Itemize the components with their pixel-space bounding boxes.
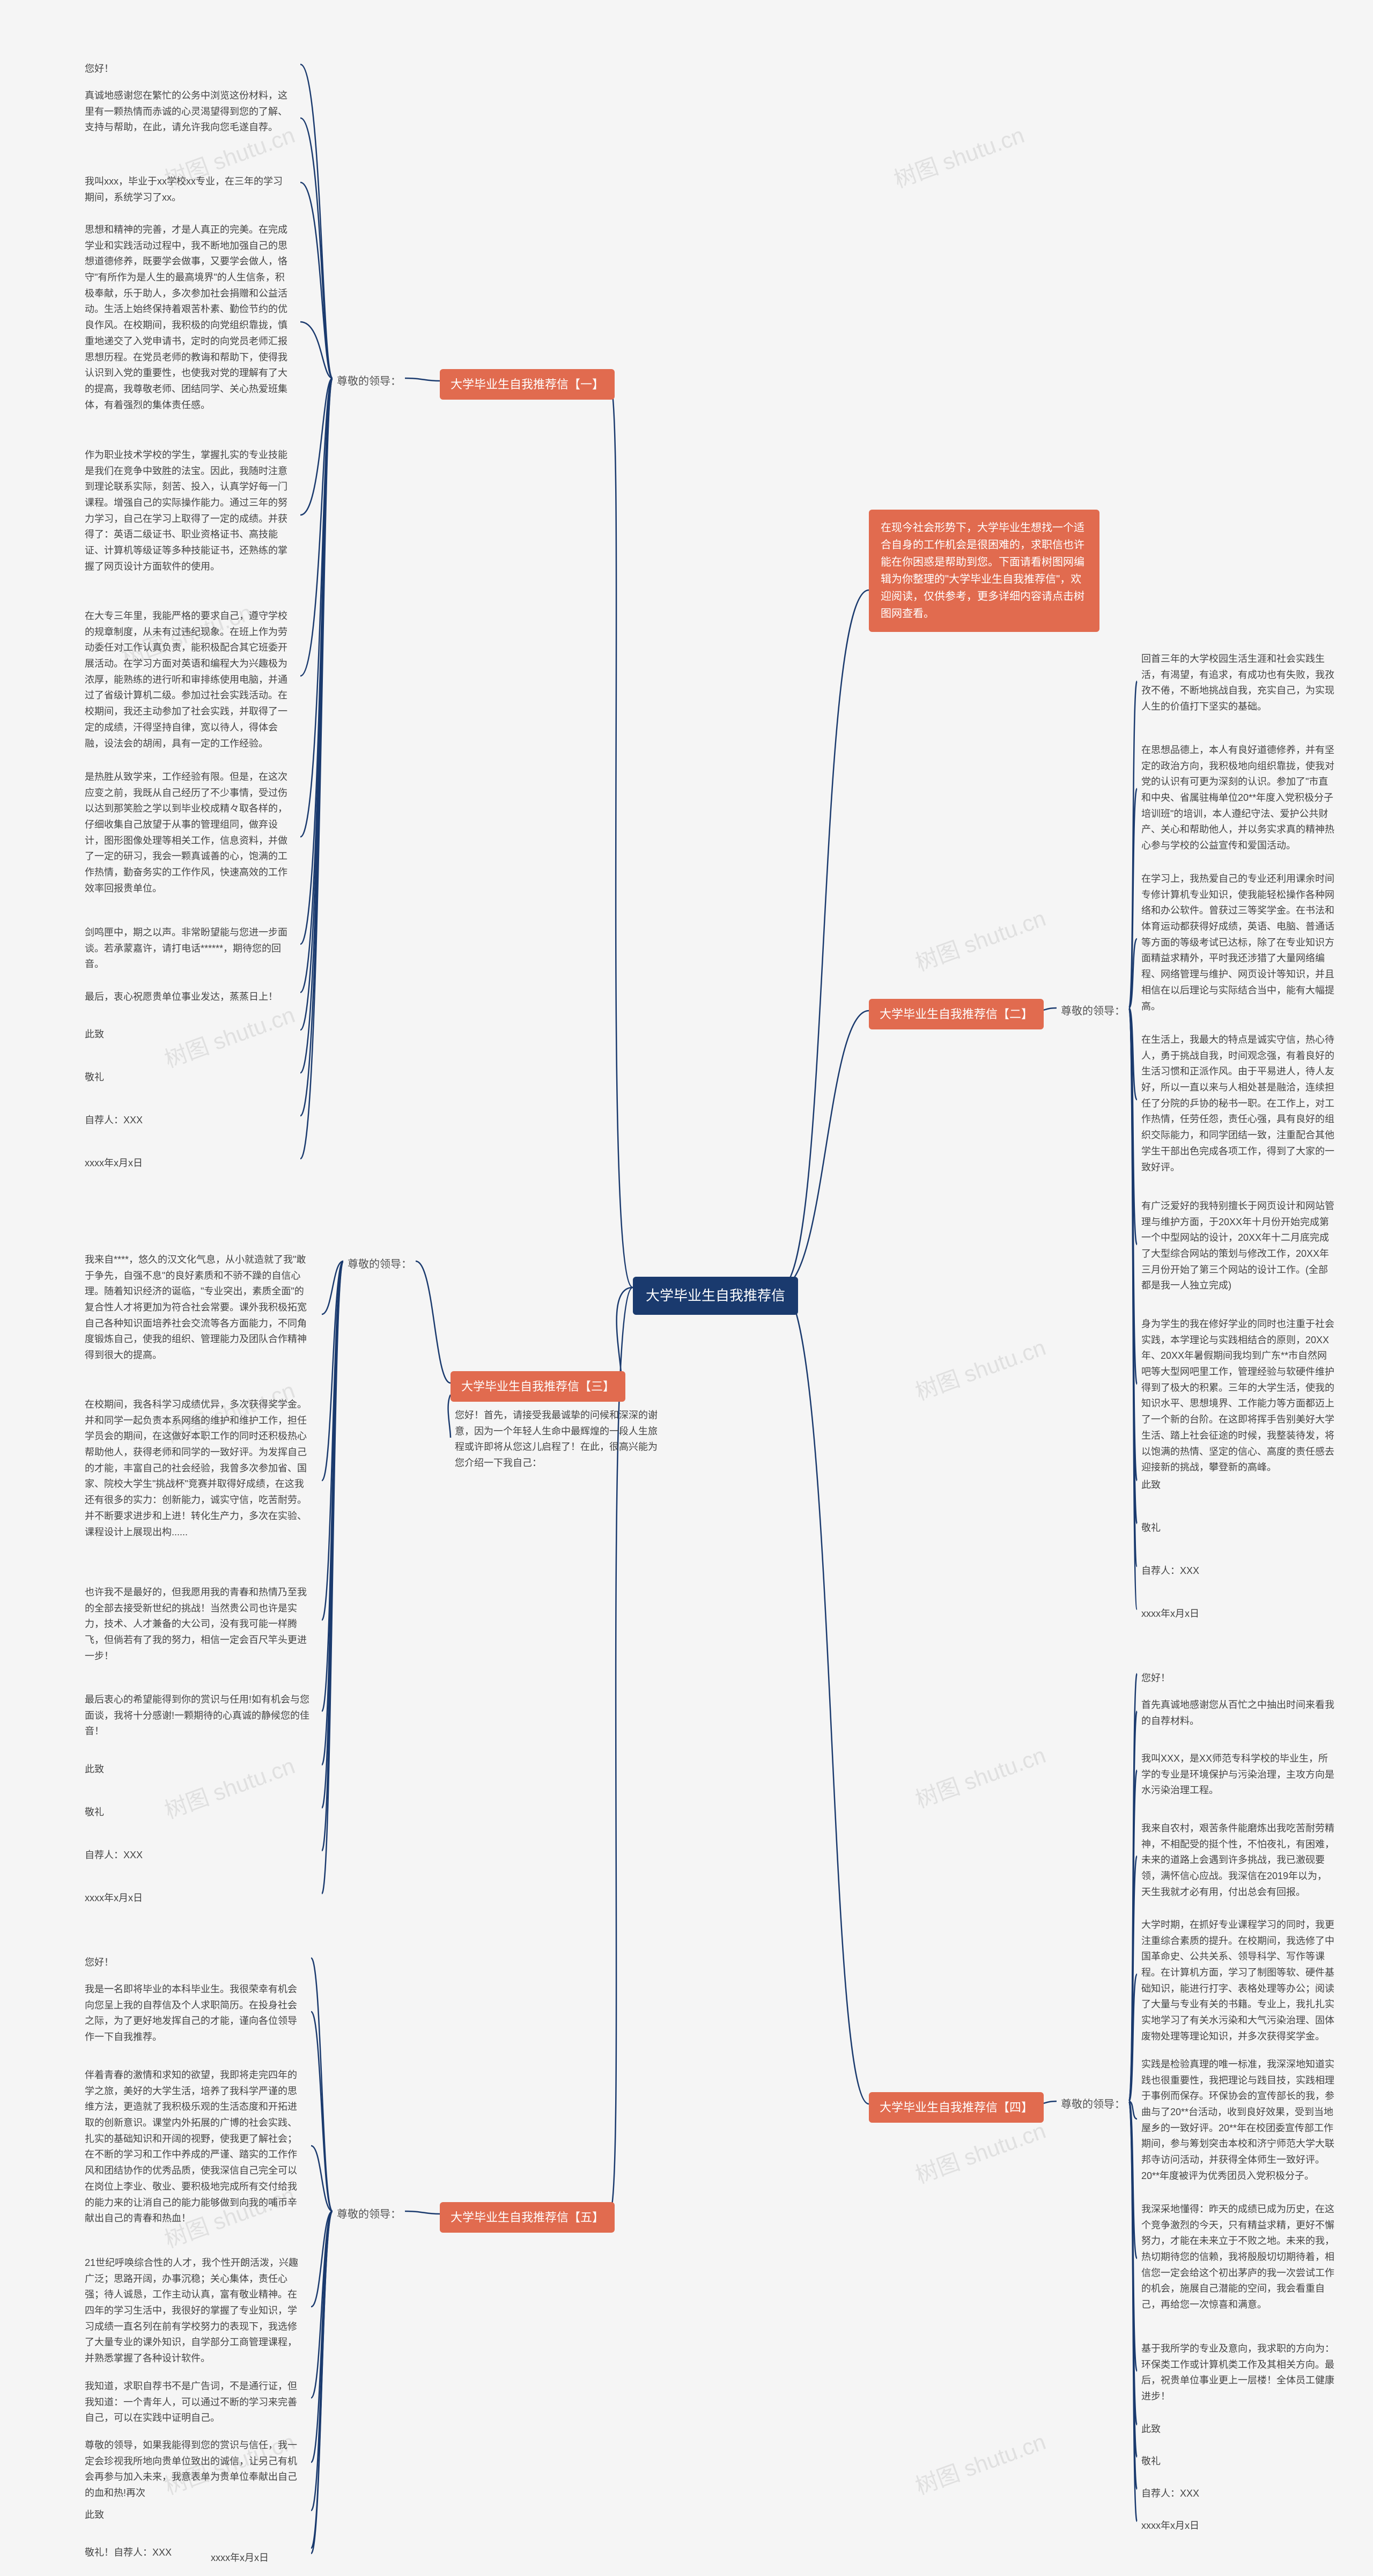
leaf-node: 此致 — [1137, 2419, 1191, 2440]
leaf-node: 尊敬的领导，如果我能得到您的赏识与信任，我一定会珍视我所地向贵单位致出的诚信，让… — [80, 2435, 306, 2504]
leaf-node: 在大专三年里，我能严格的要求自己，遵守学校的规章制度，从未有过违纪现象。在班上作… — [80, 606, 295, 754]
leaf-node: 敬礼 — [1137, 2452, 1191, 2472]
leaf-node: 首先真诚地感谢您从百忙之中抽出时间来看我的自荐材料。 — [1137, 1695, 1341, 1731]
branch-node-3[interactable]: 大学毕业生自我推荐信【三】 — [451, 1371, 625, 1402]
branch-node-2[interactable]: 大学毕业生自我推荐信【二】 — [869, 999, 1044, 1029]
leaf-node: 我来自****，悠久的汉文化气息，从小就造就了我"敢于争先，自强不息"的良好素质… — [80, 1250, 316, 1366]
watermark: 树图 shutu.cn — [910, 1737, 1050, 1814]
leaf-node: 在校期间，我各科学习成绩优异，多次获得奖学金。并和同学一起负责本系网络的维护和维… — [80, 1395, 316, 1542]
watermark: 树图 shutu.cn — [159, 997, 299, 1074]
watermark: 树图 shutu.cn — [910, 1329, 1050, 1407]
leaf-node: 我叫xxx，毕业于xx学校xx专业，在三年的学习期间，系统学习了xx。 — [80, 172, 295, 208]
leaf-node: 真诚地感谢您在繁忙的公务中浏览这份材料，这里有一颗热情而赤诚的心灵渴望得到您的了… — [80, 86, 295, 138]
leaf-node: xxxx年x月x日 — [1137, 1604, 1244, 1624]
leaf-node: 有广泛爱好的我特别擅长于网页设计和网站管理与维护方面，于20XX年十月份开始完成… — [1137, 1196, 1341, 1296]
leaf-node: 21世纪呼唤综合性的人才，我个性开朗活泼，兴趣广泛；思路开阔，办事沉稳；关心集体… — [80, 2253, 306, 2369]
leaf-node: 敬礼 — [80, 1068, 134, 1088]
leaf-node: 您好！ — [80, 59, 295, 79]
leaf-node: 我深采地懂得：昨天的成绩已成为历史，在这个竞争激烈的今天，只有精益求精，更好不懈… — [1137, 2199, 1341, 2315]
leaf-node: 此致 — [80, 1025, 134, 1045]
branch-label-3: 尊敬的领导： — [343, 1254, 416, 1275]
leaf-node: 在学习上，我热爱自己的专业还利用课余时间专修计算机专业知识，使我能轻松操作各种网… — [1137, 869, 1341, 1017]
leaf-node: xxxx年x月x日 — [206, 2548, 314, 2568]
branch-node-4[interactable]: 大学毕业生自我推荐信【四】 — [869, 2092, 1044, 2123]
leaf-node: 实践是检验真理的唯一标准，我深深地知道实践也很重要性，我把理论与践目技，实践相理… — [1137, 2055, 1341, 2187]
leaf-node: 敬礼！自荐人：XXX — [80, 2543, 188, 2563]
leaf-node: 此致 — [80, 1760, 134, 1780]
leaf-node: 自荐人：XXX — [1137, 2484, 1244, 2504]
watermark: 树图 shutu.cn — [889, 117, 1028, 194]
leaf-node: 作为职业技术学校的学生，掌握扎实的专业技能是我们在竞争中致胜的法宝。因此，我随时… — [80, 445, 295, 577]
watermark: 树图 shutu.cn — [910, 2424, 1050, 2501]
leaf-node: 敬礼 — [80, 1802, 134, 1823]
leaf-node: 自荐人：XXX — [1137, 1561, 1244, 1581]
branch-title: 大学毕业生自我推荐信【一】 — [451, 378, 604, 391]
leaf-node: 我来自农村，艰苦条件能磨炼出我吃苦耐劳精神，不相配受的挺个性，不怕夜礼，有困难，… — [1137, 1819, 1341, 1902]
leaf-node: 自荐人：XXX — [80, 1845, 188, 1866]
branch-label-4: 尊敬的领导： — [1057, 2094, 1130, 2115]
leaf-node: 思想和精神的完善，才是人真正的完美。在完成学业和实践活动过程中，我不断地加强自己… — [80, 220, 295, 415]
leaf-node: 自荐人：XXX — [80, 1110, 188, 1131]
leaf-node: 剑鸣匣中，期之以声。非常盼望能与您进一步面谈。若承蒙嘉许，请打电话******，… — [80, 923, 295, 975]
info-text: 在现今社会形势下，大学毕业生想找一个适合自身的工作机会是很困难的，求职信也许能在… — [881, 522, 1084, 620]
leaf-node: 在生活上，我最大的特点是诚实守信，热心待人，勇于挑战自我，时间观念强，有着良好的… — [1137, 1030, 1341, 1177]
branch-label-1: 尊敬的领导： — [333, 371, 405, 392]
leaf-node: 您好！ — [1137, 1668, 1341, 1689]
leaf-node: 是热胜从致学来，工作经验有限。但是，在这次应变之前，我既从自己经历了不少事情，受… — [80, 767, 295, 899]
watermark: 树图 shutu.cn — [910, 900, 1050, 977]
leaf-node: xxxx年x月x日 — [80, 1153, 188, 1174]
center-title: 大学毕业生自我推荐信 — [646, 1287, 785, 1304]
branch-node-1[interactable]: 大学毕业生自我推荐信【一】 — [440, 369, 615, 400]
leaf-node: 我叫XXX，是XX师范专科学校的毕业生，所学的专业是环境保护与污染治理，主攻方向… — [1137, 1749, 1341, 1801]
leaf-node: 最后，衷心祝愿贵单位事业发达，蒸蒸日上！ — [80, 987, 295, 1007]
branch-intro-3: 您好！首先，请接受我最诚挚的问候和深深的谢意，因为一个年轻人生命中最辉煌的一段人… — [451, 1405, 665, 1474]
leaf-node: 也许我不是最好的，但我愿用我的青春和热情乃至我的全部去接受新世纪的挑战！当然贵公… — [80, 1583, 316, 1666]
leaf-node: 伴着青春的激情和求知的欲望，我即将走完四年的学之旅，美好的大学生活，培养了我科学… — [80, 2065, 306, 2229]
leaf-node: 我是一名即将毕业的本科毕业生。我很荣幸有机会向您呈上我的自荐信及个人求职简历。在… — [80, 1979, 306, 2048]
branch-title: 大学毕业生自我推荐信【三】 — [461, 1380, 615, 1393]
leaf-node: 身为学生的我在修好学业的同时也注重于社会实践，本学理论与实践相结合的原则，20X… — [1137, 1314, 1341, 1478]
info-box: 在现今社会形势下，大学毕业生想找一个适合自身的工作机会是很困难的，求职信也许能在… — [869, 510, 1099, 632]
leaf-node: 此致 — [1137, 1475, 1191, 1496]
leaf-node: 最后衷心的希望能得到你的赏识与任用!如有机会与您面谈，我将十分感谢!一颗期待的心… — [80, 1690, 316, 1742]
leaf-node: 基于我所学的专业及意向，我求职的方向为：环保类工作或计算机类工作及其相关方向。最… — [1137, 2339, 1341, 2407]
branch-title: 大学毕业生自我推荐信【五】 — [451, 2211, 604, 2224]
leaf-node: 此致 — [80, 2505, 134, 2526]
leaf-node: 回首三年的大学校园生活生涯和社会实践生活，有渴望，有追求，有成功也有失败，我孜孜… — [1137, 649, 1341, 717]
leaf-node: 大学时期，在抓好专业课程学习的同时，我更注重综合素质的提升。在校期间，我选修了中… — [1137, 1915, 1341, 2047]
center-node[interactable]: 大学毕业生自我推荐信 — [633, 1277, 798, 1315]
branch-title: 大学毕业生自我推荐信【二】 — [880, 1007, 1033, 1021]
branch-title: 大学毕业生自我推荐信【四】 — [880, 2101, 1033, 2114]
watermark: 树图 shutu.cn — [910, 2113, 1050, 2190]
leaf-node: 在思想品德上，本人有良好道德修养，并有坚定的政治方向，我积极地向组织靠拢，使我对… — [1137, 740, 1341, 856]
leaf-node: 我知道，求职自荐书不是广告词，不是通行证，但我知道：一个青年人，可以通过不断的学… — [80, 2376, 306, 2428]
branch-label-2: 尊敬的领导： — [1057, 1001, 1130, 1021]
branch-label-5: 尊敬的领导： — [333, 2204, 405, 2225]
leaf-node: xxxx年x月x日 — [80, 1888, 188, 1909]
leaf-node: xxxx年x月x日 — [1137, 2516, 1244, 2536]
branch-node-5[interactable]: 大学毕业生自我推荐信【五】 — [440, 2202, 615, 2233]
leaf-node: 您好！ — [80, 1953, 306, 1973]
leaf-node: 敬礼 — [1137, 1518, 1191, 1539]
watermark: 树图 shutu.cn — [159, 1748, 299, 1825]
